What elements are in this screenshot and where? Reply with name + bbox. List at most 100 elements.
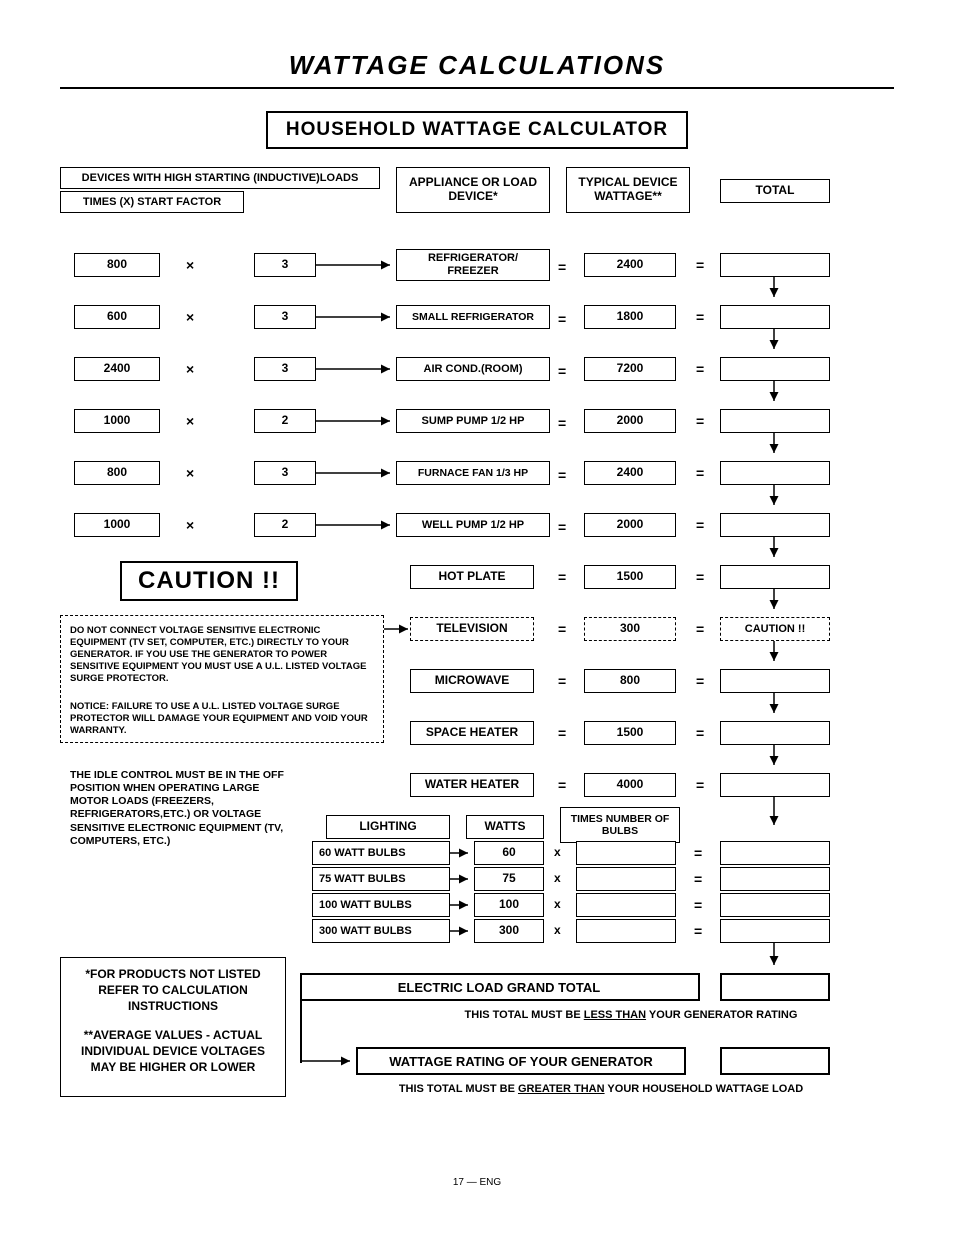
extra-watt: 1500 bbox=[584, 565, 676, 589]
idle-note: THE IDLE CONTROL MUST BE IN THE OFF POSI… bbox=[70, 769, 286, 848]
gen-rating-box bbox=[720, 1047, 830, 1075]
bulb-count bbox=[576, 841, 676, 865]
bulb-count bbox=[576, 893, 676, 917]
rule1b: LESS THAN bbox=[584, 1009, 646, 1021]
equals-icon: = bbox=[558, 725, 566, 741]
equals-icon: = bbox=[696, 413, 704, 429]
appl-box: WELL PUMP 1/2 HP bbox=[396, 513, 550, 537]
appl-box: SUMP PUMP 1/2 HP bbox=[396, 409, 550, 433]
equals-icon: = bbox=[558, 673, 566, 689]
x-icon: x bbox=[554, 897, 561, 911]
caution-title-box: CAUTION !! bbox=[120, 561, 298, 601]
run-box: 800 bbox=[74, 253, 160, 277]
times-icon: × bbox=[186, 361, 194, 377]
grand-total-box bbox=[720, 973, 830, 1001]
equals-icon: = bbox=[558, 569, 566, 585]
subtitle: HOUSEHOLD WATTAGE CALCULATOR bbox=[266, 111, 688, 149]
watt-box: 1800 bbox=[584, 305, 676, 329]
bulb-name: 60 WATT BULBS bbox=[312, 841, 450, 865]
bulb-name: 75 WATT BULBS bbox=[312, 867, 450, 891]
footnote-b: **AVERAGE VALUES - ACTUAL INDIVIDUAL DEV… bbox=[67, 1027, 279, 1076]
bulb-count bbox=[576, 867, 676, 891]
equals-icon: = bbox=[694, 871, 702, 887]
times-icon: × bbox=[186, 465, 194, 481]
extra-watt-dashed: 300 bbox=[584, 617, 676, 641]
extra-appl: SPACE HEATER bbox=[410, 721, 534, 745]
equals-icon: = bbox=[696, 465, 704, 481]
total-blank bbox=[720, 669, 830, 693]
hdr-inductive: DEVICES WITH HIGH STARTING (INDUCTIVE)LO… bbox=[60, 167, 380, 189]
hdr-typical: TYPICAL DEVICE WATTAGE** bbox=[566, 167, 690, 213]
equals-icon: = bbox=[696, 517, 704, 533]
x-icon: x bbox=[554, 845, 561, 859]
equals-icon: = bbox=[696, 725, 704, 741]
equals-icon: = bbox=[558, 311, 566, 327]
bulb-count bbox=[576, 919, 676, 943]
lighting-times-label: TIMES NUMBER OF BULBS bbox=[560, 807, 680, 843]
equals-icon: = bbox=[694, 845, 702, 861]
hdr-startfactor: TIMES (X) START FACTOR bbox=[60, 191, 244, 213]
bulb-watt: 75 bbox=[474, 867, 544, 891]
equals-icon: = bbox=[696, 569, 704, 585]
total-blank bbox=[720, 841, 830, 865]
watt-box: 2000 bbox=[584, 409, 676, 433]
rule1c: YOUR GENERATOR RATING bbox=[646, 1009, 797, 1021]
total-blank bbox=[720, 919, 830, 943]
lighting-hdr-right: WATTS bbox=[466, 815, 544, 839]
hdr-appliance: APPLIANCE OR LOAD DEVICE* bbox=[396, 167, 550, 213]
total-blank bbox=[720, 721, 830, 745]
hdr-total: TOTAL bbox=[720, 179, 830, 203]
run-box: 800 bbox=[74, 461, 160, 485]
equals-icon: = bbox=[558, 777, 566, 793]
extra-watt: 4000 bbox=[584, 773, 676, 797]
equals-icon: = bbox=[694, 923, 702, 939]
times-icon: × bbox=[186, 517, 194, 533]
equals-icon: = bbox=[694, 897, 702, 913]
total-blank bbox=[720, 867, 830, 891]
watt-box: 2400 bbox=[584, 461, 676, 485]
equals-icon: = bbox=[696, 361, 704, 377]
equals-icon: = bbox=[696, 777, 704, 793]
factor-box: 2 bbox=[254, 513, 316, 537]
total-blank bbox=[720, 461, 830, 485]
equals-icon: = bbox=[696, 257, 704, 273]
run-box: 1000 bbox=[74, 409, 160, 433]
appl-box: AIR COND.(ROOM) bbox=[396, 357, 550, 381]
extra-watt: 800 bbox=[584, 669, 676, 693]
factor-box: 2 bbox=[254, 409, 316, 433]
run-box: 2400 bbox=[74, 357, 160, 381]
rule2b: GREATER THAN bbox=[518, 1083, 605, 1095]
total-blank bbox=[720, 409, 830, 433]
total-blank bbox=[720, 565, 830, 589]
total-caution: CAUTION !! bbox=[720, 617, 830, 641]
x-icon: x bbox=[554, 923, 561, 937]
extra-appl-dashed: TELEVISION bbox=[410, 617, 534, 641]
calculator-grid: DEVICES WITH HIGH STARTING (INDUCTIVE)LO… bbox=[60, 167, 894, 1167]
page-title: WATTAGE CALCULATIONS bbox=[60, 50, 894, 89]
appl-box: FURNACE FAN 1/3 HP bbox=[396, 461, 550, 485]
extra-watt: 1500 bbox=[584, 721, 676, 745]
run-box: 600 bbox=[74, 305, 160, 329]
total-blank bbox=[720, 253, 830, 277]
rule1a: THIS TOTAL MUST BE bbox=[465, 1009, 584, 1021]
equals-icon: = bbox=[696, 621, 704, 637]
caution-p1: DO NOT CONNECT VOLTAGE SENSITIVE ELECTRO… bbox=[70, 625, 376, 684]
equals-icon: = bbox=[558, 467, 566, 483]
caution-p2: NOTICE: FAILURE TO USE A U.L. LISTED VOL… bbox=[70, 701, 376, 737]
equals-icon: = bbox=[696, 673, 704, 689]
page-number: 17 — ENG bbox=[60, 1177, 894, 1188]
equals-icon: = bbox=[558, 621, 566, 637]
total-blank bbox=[720, 513, 830, 537]
watt-box: 2000 bbox=[584, 513, 676, 537]
total-blank bbox=[720, 305, 830, 329]
equals-icon: = bbox=[696, 309, 704, 325]
grand-total-label: ELECTRIC LOAD GRAND TOTAL bbox=[300, 973, 700, 1001]
extra-appl: WATER HEATER bbox=[410, 773, 534, 797]
run-box: 1000 bbox=[74, 513, 160, 537]
bulb-watt: 60 bbox=[474, 841, 544, 865]
total-blank bbox=[720, 773, 830, 797]
bulb-watt: 100 bbox=[474, 893, 544, 917]
appl-box: SMALL REFRIGERATOR bbox=[396, 305, 550, 329]
factor-box: 3 bbox=[254, 305, 316, 329]
footnote-a: *FOR PRODUCTS NOT LISTED REFER TO CALCUL… bbox=[67, 966, 279, 1015]
